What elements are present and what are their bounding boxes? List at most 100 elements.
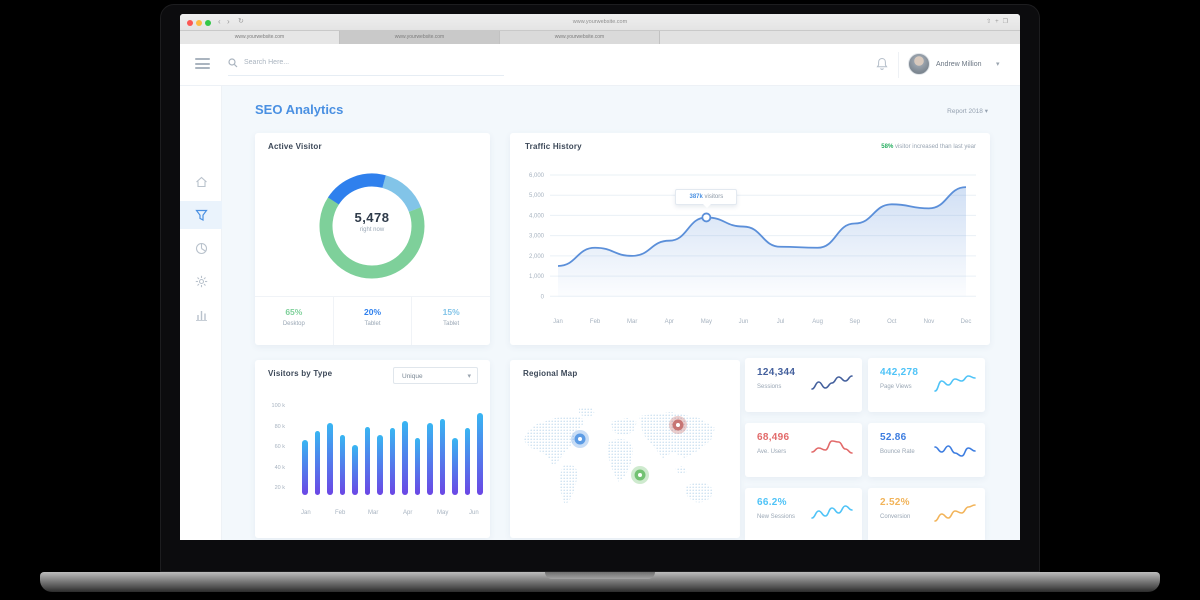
bounce-rate-value: 52.86 — [880, 432, 907, 443]
address-bar[interactable]: www.yourwebsite.com — [572, 19, 628, 25]
user-name: Andrew Million — [936, 61, 982, 68]
bar-y-tick-label: 80 k — [274, 423, 285, 430]
regional-map-card: Regional Map — [510, 360, 740, 538]
browser-tab-bar: www.yourwebsite.com www.yourwebsite.com … — [180, 31, 1020, 44]
active-visitor-card: Active Visitor 5,478 right now 65% Deskt… — [255, 133, 490, 345]
breakdown-desktop-pct: 65% — [285, 307, 303, 317]
conversion-label: Conversion — [880, 514, 911, 520]
search-icon — [228, 58, 238, 68]
sidebar-item-analytics[interactable] — [180, 201, 222, 229]
y-tick-label: 0 — [541, 294, 545, 300]
browser-refresh-button[interactable]: ↻ — [238, 18, 244, 25]
sessions-sparkline — [811, 375, 853, 390]
active-visitor-breakdown: 65% Desktop 20% Tablet 15% Tablet — [255, 296, 490, 345]
ave-users-value: 68,496 — [757, 432, 790, 443]
avatar — [908, 53, 930, 75]
sidebar-item-home[interactable] — [180, 168, 222, 196]
search-underline — [228, 75, 504, 76]
browser-tab-2[interactable]: www.yourwebsite.com — [340, 31, 500, 44]
map-marker-africa[interactable] — [631, 466, 649, 484]
visitor-bar — [364, 426, 370, 495]
world-map — [523, 407, 715, 504]
conversion-value: 2.52% — [880, 497, 910, 508]
page-views-label: Page Views — [880, 384, 912, 390]
visitor-bar — [339, 434, 345, 495]
chevron-down-icon: ▾ — [467, 373, 471, 380]
sessions-label: Sessions — [757, 384, 782, 390]
tooltip-suffix: visitors — [704, 194, 724, 201]
search-input[interactable]: Search Here... — [228, 54, 508, 78]
window-close-button[interactable] — [187, 20, 193, 26]
bar-x-tick-label: Jan — [301, 510, 311, 516]
map-marker-russia[interactable] — [669, 416, 687, 434]
browser-back-button[interactable]: ‹ — [218, 17, 221, 26]
x-tick-label: Mar — [627, 319, 637, 325]
browser-tab-1[interactable]: www.yourwebsite.com — [180, 31, 340, 44]
traffic-note-text: visitor increased than last year — [894, 144, 976, 150]
traffic-history-card: Traffic History 58% visitor increased th… — [510, 133, 990, 345]
bar-y-tick-label: 40 k — [274, 464, 285, 471]
y-tick-label: 1,000 — [529, 274, 545, 280]
y-tick-label: 6,000 — [529, 173, 545, 179]
sidebar — [180, 86, 222, 540]
x-tick-label: Oct — [887, 319, 897, 325]
browser-tab-3[interactable]: www.yourwebsite.com — [500, 31, 660, 44]
sidebar-item-settings[interactable] — [180, 267, 222, 295]
stat-card-page-views: 442,278 Page Views — [868, 358, 985, 412]
page-views-sparkline — [934, 375, 976, 392]
x-tick-label: Dec — [961, 319, 972, 325]
visitor-bar — [314, 430, 320, 495]
stat-card-ave-users: 68,496 Ave. Users — [745, 423, 862, 477]
bar-y-tick-label: 20 k — [274, 485, 285, 491]
y-tick-label: 2,000 — [529, 254, 545, 260]
report-dropdown[interactable]: Report 2018 ▾ — [947, 107, 988, 115]
gear-icon — [195, 275, 207, 287]
y-tick-label: 5,000 — [529, 193, 545, 199]
map-marker-north-america[interactable] — [571, 430, 589, 448]
visitor-bar — [377, 434, 383, 495]
traffic-history-note: 58% visitor increased than last year — [881, 144, 976, 150]
browser-forward-button[interactable]: › — [227, 17, 230, 26]
active-visitor-count: 5,478 — [354, 210, 390, 225]
sidebar-item-stats[interactable] — [180, 301, 222, 329]
x-tick-label: Nov — [924, 319, 935, 325]
visitor-bar — [439, 419, 445, 495]
visitor-type-selected: Unique — [402, 373, 423, 380]
x-tick-label: Feb — [590, 319, 601, 325]
browser-toolbar-icons[interactable]: ⇧+❐ — [986, 19, 1012, 25]
notifications-bell-icon[interactable] — [876, 57, 888, 71]
browser-tab-empty — [660, 31, 1020, 44]
search-placeholder: Search Here... — [244, 59, 290, 66]
page-views-value: 442,278 — [880, 367, 919, 378]
breakdown-tablet-2-label: Tablet — [443, 321, 460, 327]
visitor-bar — [402, 421, 408, 495]
bounce-rate-label: Bounce Rate — [880, 449, 915, 455]
sessions-value: 124,344 — [757, 367, 796, 378]
chevron-down-icon: ▾ — [996, 61, 1000, 68]
breakdown-tablet-2: 15% Tablet — [412, 297, 490, 345]
traffic-history-title: Traffic History — [525, 142, 582, 151]
window-minimize-button[interactable] — [196, 20, 202, 26]
hamburger-menu-icon[interactable] — [195, 58, 210, 70]
bar-chart-icon — [195, 311, 207, 321]
page-title: SEO Analytics — [255, 102, 344, 117]
new-sessions-sparkline — [811, 505, 853, 519]
stat-card-new-sessions: 66.2% New Sessions — [745, 488, 862, 540]
x-tick-label: Aug — [812, 319, 823, 325]
y-tick-label: 4,000 — [529, 213, 545, 219]
active-visitor-title: Active Visitor — [268, 142, 322, 151]
stat-card-conversion: 2.52% Conversion — [868, 488, 985, 540]
visitor-bar — [327, 423, 333, 495]
x-tick-label: Jan — [553, 319, 563, 325]
laptop-base — [40, 572, 1160, 592]
visitor-bar — [427, 423, 433, 495]
bar-x-tick-label: May — [437, 510, 449, 516]
sidebar-item-reports[interactable] — [180, 234, 222, 262]
active-visitor-sublabel: right now — [359, 227, 385, 233]
bar-y-tick-label: 60 k — [274, 444, 285, 450]
visitor-bar — [389, 427, 395, 495]
visitor-type-dropdown[interactable]: Unique ▾ — [393, 367, 478, 384]
window-zoom-button[interactable] — [205, 20, 211, 26]
traffic-history-line-chart: 6,000 5,000 4,000 3,000 2,000 1,000 0 Jan Feb Mar… — [529, 173, 976, 325]
